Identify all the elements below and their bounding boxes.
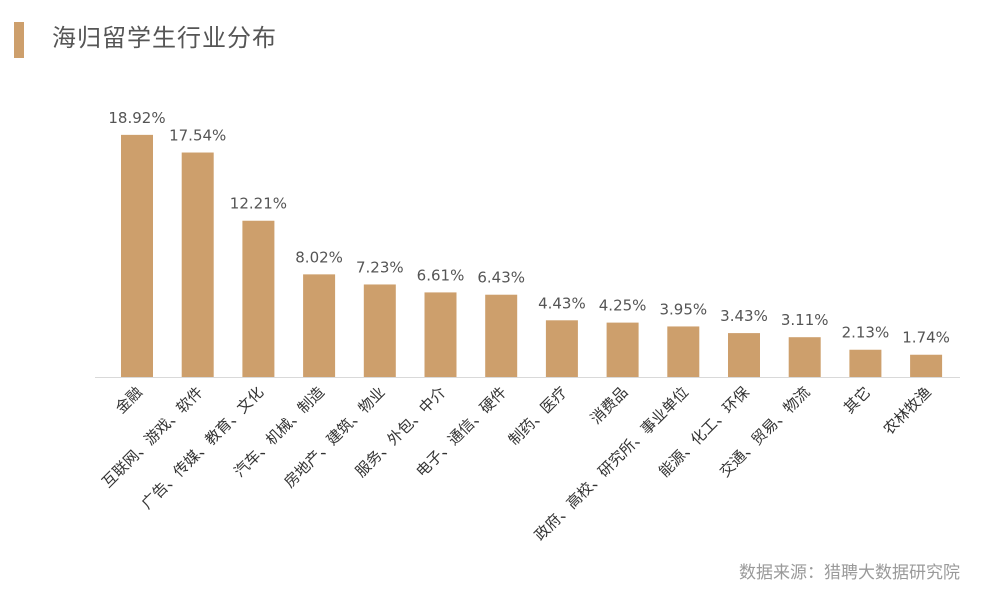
bar-10 — [728, 333, 760, 377]
data-label-4: 7.23% — [356, 258, 404, 276]
data-label-9: 3.95% — [659, 300, 707, 318]
data-label-2: 12.21% — [230, 195, 287, 213]
bar-11 — [788, 337, 821, 377]
data-label-5: 6.61% — [417, 266, 465, 284]
bar-9 — [667, 326, 700, 377]
bar-2 — [242, 220, 275, 377]
category-label-1: 互联网、游戏、软件 — [98, 383, 206, 491]
bar-8 — [606, 322, 639, 377]
category-label-4: 房地产、建筑、物业 — [280, 383, 388, 491]
category-label-7: 制药、医疗 — [505, 383, 571, 449]
data-label-10: 3.43% — [720, 307, 768, 325]
category-label-12: 其它 — [840, 383, 874, 417]
page-title: 海归留学生行业分布 — [52, 24, 277, 52]
data-label-12: 2.13% — [842, 324, 890, 342]
data-label-8: 4.25% — [599, 297, 647, 315]
bar-6 — [485, 294, 518, 377]
bar-0 — [121, 134, 153, 377]
bar-1 — [181, 152, 214, 377]
category-label-8: 消费品 — [587, 383, 632, 428]
data-label-6: 6.43% — [477, 269, 525, 287]
title-accent-bar — [14, 22, 24, 58]
bar-13 — [910, 354, 943, 377]
data-label-1: 17.54% — [169, 127, 226, 145]
bar-4 — [363, 284, 396, 377]
data-label-11: 3.11% — [781, 311, 829, 329]
bar-12 — [849, 349, 882, 377]
data-label-13: 1.74% — [902, 329, 950, 347]
category-label-13: 农林牧渔 — [880, 383, 935, 438]
bar-5 — [424, 292, 457, 377]
bar-3 — [303, 274, 336, 377]
category-label-0: 金融 — [112, 383, 146, 417]
data-source-note: 数据来源：猎聘大数据研究院 — [739, 563, 960, 583]
data-label-0: 18.92% — [108, 109, 165, 127]
category-label-2: 广告、传媒、教育、文化 — [138, 383, 267, 512]
data-label-7: 4.43% — [538, 294, 586, 312]
data-label-3: 8.02% — [295, 248, 343, 266]
bar-7 — [545, 320, 578, 377]
